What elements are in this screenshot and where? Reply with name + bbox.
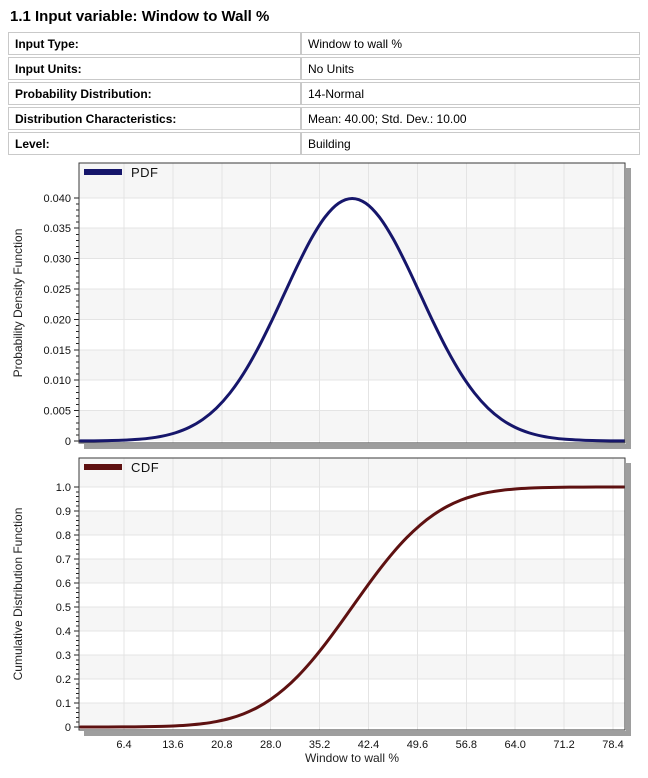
cdf-y-tick-label: 0.9 [56, 506, 71, 518]
page-title: 1.1 Input variable: Window to Wall % [10, 8, 270, 25]
x-axis-title: Window to wall % [304, 751, 400, 765]
x-tick-label: 64.0 [504, 739, 525, 751]
pdf-y-ticks [74, 197, 79, 442]
row-label: Distribution Characteristics: [8, 107, 301, 130]
pdf-y-tick-label: 0.025 [43, 284, 71, 296]
cdf-plot-shadow [84, 463, 631, 736]
x-tick-label: 20.8 [211, 739, 232, 751]
pdf-bands [79, 163, 625, 443]
cdf-y-tick-label: 0.7 [56, 554, 71, 566]
pdf-y-tick-label: 0.005 [43, 406, 71, 418]
pdf-legend-label: PDF [131, 164, 159, 180]
cdf-y-axis-title: Cumulative Distribution Function [11, 507, 25, 681]
pdf-plot-shadow [84, 168, 631, 449]
pdf-plot-area: 0 0.005 0.010 0.015 0.020 0.025 0.030 0.035 0.04… [43, 162, 631, 449]
cdf-y-tick-label: 0.5 [56, 602, 71, 614]
x-tick-label: 28.0 [260, 739, 281, 751]
x-tick-label: 13.6 [162, 739, 183, 751]
cdf-legend-swatch-icon [84, 464, 122, 470]
cdf-y-ticks [74, 486, 79, 728]
row-value: No Units [301, 57, 640, 80]
pdf-y-tick-label: 0.010 [43, 375, 71, 387]
pdf-chart: 0 0.005 0.010 0.015 0.020 0.025 0.030 0.035 0.04… [0, 160, 648, 455]
cdf-y-tick-label: 0.4 [56, 626, 71, 638]
cdf-bands [79, 458, 625, 730]
table-row: Input Units: No Units [8, 57, 640, 80]
row-label: Input Type: [8, 32, 301, 55]
pdf-y-tick-label: 0.015 [43, 345, 71, 357]
cdf-legend-label: CDF [131, 459, 160, 475]
pdf-y-tick-labels: 0 0.005 0.010 0.015 0.020 0.025 0.030 0.035 0.04… [43, 193, 71, 448]
row-value: Window to wall % [301, 32, 640, 55]
pdf-y-tick-label: 0.020 [43, 314, 71, 326]
cdf-y-tick-label: 0 [65, 722, 71, 734]
row-label: Probability Distribution: [8, 82, 301, 105]
x-tick-label: 35.2 [309, 739, 330, 751]
cdf-y-tick-label: 0.6 [56, 578, 71, 590]
x-tick-label: 42.4 [358, 739, 379, 751]
x-tick-label: 71.2 [553, 739, 574, 751]
cdf-y-tick-label: 0.3 [56, 650, 71, 662]
pdf-curve [79, 196, 625, 443]
table-row: Input Type: Window to wall % [8, 32, 640, 55]
cdf-plot-border [78, 457, 626, 731]
pdf-y-tick-label: 0.030 [43, 254, 71, 266]
row-value: Building [301, 132, 640, 155]
x-tick-label: 49.6 [407, 739, 428, 751]
pdf-plot-border [78, 162, 626, 444]
cdf-y-tick-label: 0.1 [56, 698, 71, 710]
cdf-y-tick-labels: 0 0.1 0.2 0.3 0.4 0.5 0.6 0.7 0.8 0.9 1.0 [56, 482, 71, 734]
cdf-plot-area: 0 0.1 0.2 0.3 0.4 0.5 0.6 0.7 0.8 0.9 1.0 6.4 13.6 20… [56, 457, 631, 751]
pdf-legend: PDF [84, 164, 159, 180]
pdf-y-axis-title: Probability Density Function [11, 228, 25, 378]
pdf-y-tick-label: 0 [65, 436, 71, 448]
cdf-x-tick-labels: 6.4 13.6 20.8 28.0 35.2 42.4 49.6 56.8 64.0 71.2 7… [116, 739, 623, 751]
cdf-y-tick-label: 1.0 [56, 482, 71, 494]
input-variable-table: Input Type: Window to wall % Input Units… [8, 30, 640, 157]
table-row: Distribution Characteristics: Mean: 40.0… [8, 107, 640, 130]
cdf-curve [79, 485, 625, 729]
row-value: Mean: 40.00; Std. Dev.: 10.00 [301, 107, 640, 130]
row-value: 14-Normal [301, 82, 640, 105]
pdf-legend-swatch-icon [84, 169, 122, 175]
pdf-y-tick-label: 0.035 [43, 223, 71, 235]
x-tick-label: 56.8 [456, 739, 477, 751]
cdf-legend: CDF [84, 459, 160, 475]
table-row: Level: Building [8, 132, 640, 155]
table-row: Probability Distribution: 14-Normal [8, 82, 640, 105]
x-tick-label: 78.4 [602, 739, 623, 751]
cdf-y-tick-label: 0.8 [56, 530, 71, 542]
cdf-chart: 0 0.1 0.2 0.3 0.4 0.5 0.6 0.7 0.8 0.9 1.0 6.4 13.6 20… [0, 455, 648, 778]
row-label: Level: [8, 132, 301, 155]
pdf-y-tick-label: 0.040 [43, 193, 71, 205]
row-label: Input Units: [8, 57, 301, 80]
cdf-y-tick-label: 0.2 [56, 674, 71, 686]
x-tick-label: 6.4 [116, 739, 131, 751]
